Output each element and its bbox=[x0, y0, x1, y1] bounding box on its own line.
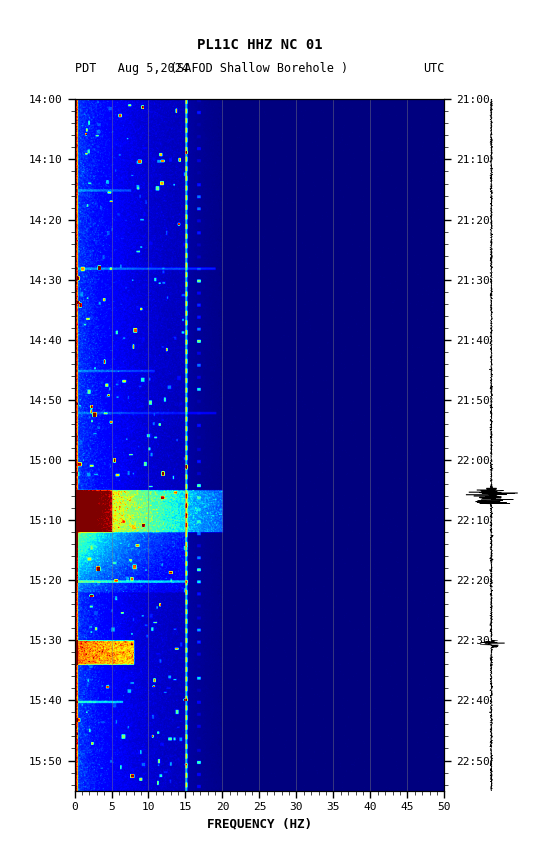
Text: UTC: UTC bbox=[423, 62, 444, 75]
Text: (SAFOD Shallow Borehole ): (SAFOD Shallow Borehole ) bbox=[171, 62, 348, 75]
Text: PDT   Aug 5,2024: PDT Aug 5,2024 bbox=[75, 62, 189, 75]
Text: PL11C HHZ NC 01: PL11C HHZ NC 01 bbox=[197, 38, 322, 52]
X-axis label: FREQUENCY (HZ): FREQUENCY (HZ) bbox=[207, 818, 312, 831]
